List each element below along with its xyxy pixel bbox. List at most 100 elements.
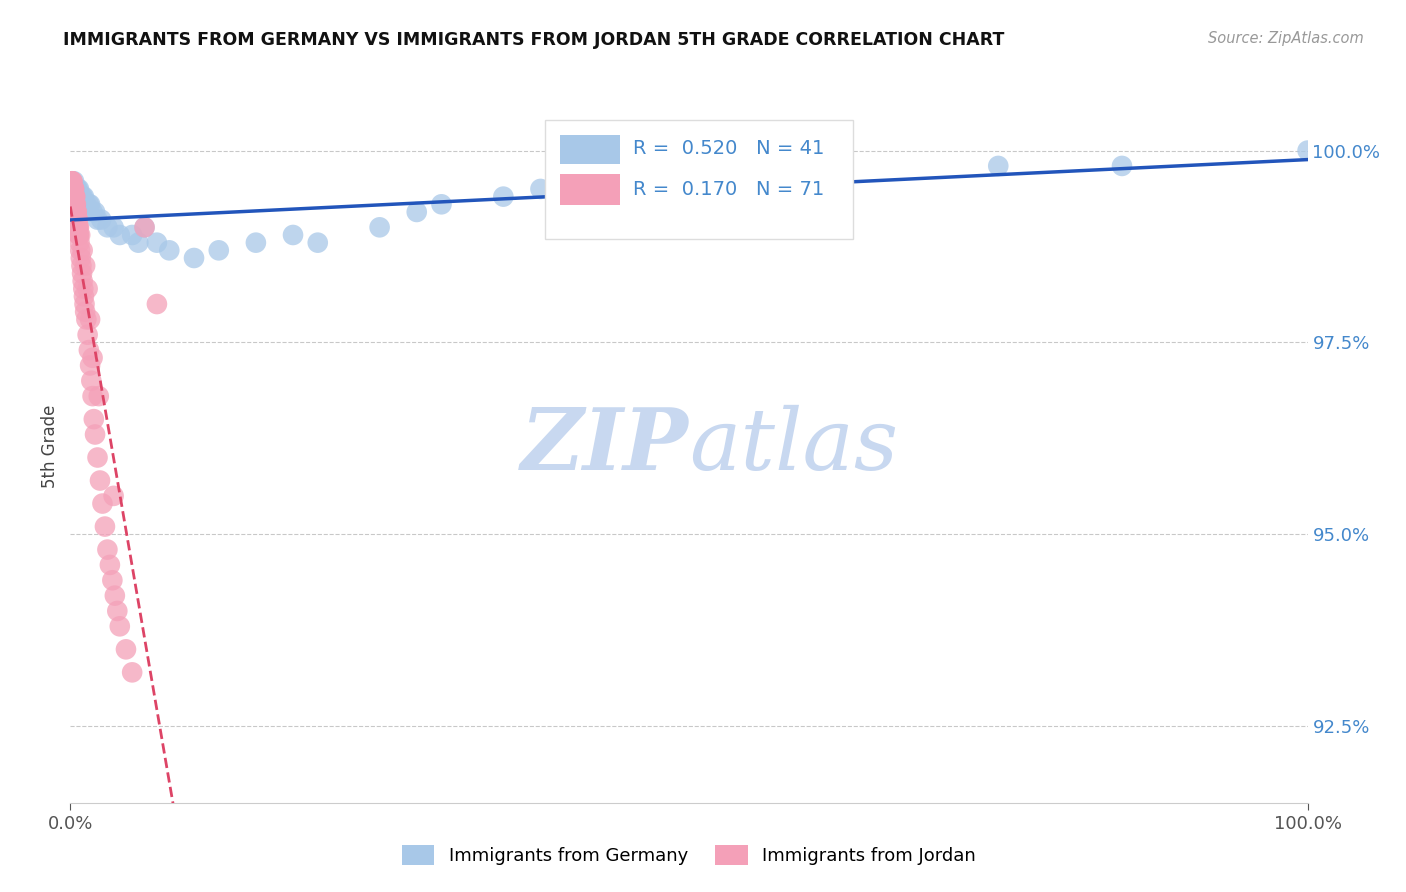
Text: Source: ZipAtlas.com: Source: ZipAtlas.com <box>1208 31 1364 46</box>
Point <box>65 205 87 219</box>
Point <box>69 251 91 265</box>
Point <box>63 189 86 203</box>
Point <box>430 197 453 211</box>
Point <box>127 235 149 250</box>
Point <box>75 312 97 326</box>
Point <box>79 359 101 373</box>
Point <box>1296 144 1319 158</box>
Point <box>65 197 87 211</box>
Point <box>77 343 100 357</box>
Point <box>65 182 87 196</box>
Y-axis label: 5th Grade: 5th Grade <box>41 404 59 488</box>
Point <box>101 574 124 588</box>
Point <box>63 182 86 196</box>
Point <box>405 205 427 219</box>
Point <box>146 235 169 250</box>
Point <box>69 235 91 250</box>
Point <box>103 220 125 235</box>
Point <box>66 205 89 219</box>
Point <box>62 182 84 196</box>
Point <box>103 489 125 503</box>
Point <box>281 227 304 242</box>
Point <box>307 235 329 250</box>
Point <box>75 197 97 211</box>
Point <box>87 389 110 403</box>
Text: IMMIGRANTS FROM GERMANY VS IMMIGRANTS FROM JORDAN 5TH GRADE CORRELATION CHART: IMMIGRANTS FROM GERMANY VS IMMIGRANTS FR… <box>63 31 1005 49</box>
Point <box>69 189 91 203</box>
Point <box>105 604 128 618</box>
Point <box>86 450 108 465</box>
Point <box>76 327 98 342</box>
Point <box>146 297 169 311</box>
Point <box>183 251 205 265</box>
Point <box>121 665 143 680</box>
Text: R =  0.520   N = 41: R = 0.520 N = 41 <box>634 139 825 158</box>
Point <box>75 304 97 318</box>
Point <box>63 174 86 188</box>
Point <box>134 220 156 235</box>
Point <box>79 197 101 211</box>
Point <box>66 212 89 227</box>
Point <box>89 474 111 488</box>
Legend: Immigrants from Germany, Immigrants from Jordan: Immigrants from Germany, Immigrants from… <box>395 838 983 872</box>
Point <box>62 174 84 188</box>
Point <box>79 312 101 326</box>
Point <box>84 427 107 442</box>
Point <box>76 282 98 296</box>
Point <box>72 244 94 258</box>
Point <box>740 174 762 188</box>
Point <box>66 212 89 227</box>
Point <box>83 412 105 426</box>
Text: R =  0.170   N = 71: R = 0.170 N = 71 <box>634 180 825 199</box>
Point <box>77 197 100 211</box>
Point <box>67 227 90 242</box>
Point <box>987 159 1010 173</box>
Point <box>67 182 90 196</box>
Point <box>66 220 89 235</box>
Point <box>108 619 131 633</box>
Point <box>75 197 97 211</box>
Point <box>65 205 87 219</box>
Point <box>84 205 107 219</box>
Point <box>70 259 93 273</box>
Point <box>60 174 83 188</box>
Point <box>62 182 84 196</box>
Point <box>66 182 89 196</box>
Point <box>368 220 391 235</box>
Point <box>69 244 91 258</box>
Point <box>65 197 87 211</box>
Point <box>134 220 156 235</box>
Point <box>73 297 96 311</box>
Point <box>94 519 117 533</box>
Point <box>108 227 131 242</box>
Point <box>72 274 94 288</box>
Point <box>60 174 83 188</box>
Point <box>91 497 114 511</box>
Point <box>827 167 849 181</box>
Text: ZIP: ZIP <box>522 404 689 488</box>
Point <box>82 205 104 219</box>
Point <box>115 642 138 657</box>
Point <box>98 558 121 572</box>
Point <box>70 266 93 280</box>
Point <box>157 244 180 258</box>
Point <box>1111 159 1133 173</box>
Point <box>82 389 104 403</box>
Point <box>529 182 551 196</box>
Point <box>60 174 83 188</box>
Point <box>579 174 602 188</box>
Point <box>80 374 103 388</box>
Point <box>65 197 87 211</box>
Point <box>492 189 515 203</box>
Point <box>82 351 104 365</box>
Point <box>652 174 675 188</box>
Point <box>66 212 89 227</box>
Point <box>67 220 90 235</box>
Point <box>72 282 94 296</box>
Point <box>69 227 91 242</box>
Point <box>86 212 108 227</box>
Point <box>65 189 87 203</box>
Point <box>73 289 96 303</box>
Point <box>63 189 86 203</box>
Point <box>121 227 143 242</box>
